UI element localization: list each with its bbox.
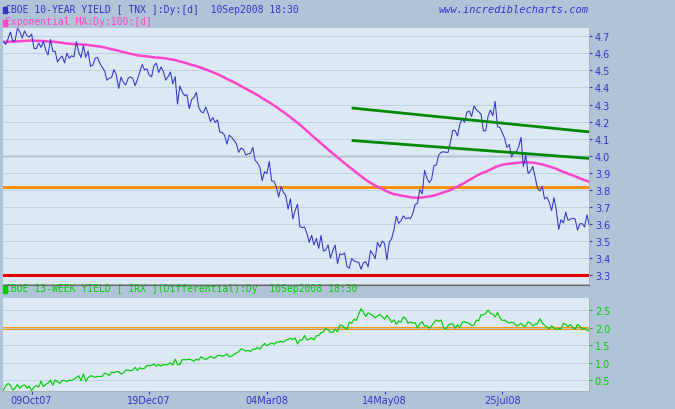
Text: Exponential MA:Dy:100:[d]: Exponential MA:Dy:100:[d] [5,17,152,27]
Bar [3,286,7,293]
Bar [3,20,7,27]
Text: CBOE 13-WEEK YIELD [ IRX ](Differential):Dy  10Sep2008 18:30: CBOE 13-WEEK YIELD [ IRX ](Differential)… [5,283,358,293]
Text: CBOE 10-YEAR YIELD [ TNX ]:Dy:[d]  10Sep2008 18:30: CBOE 10-YEAR YIELD [ TNX ]:Dy:[d] 10Sep2… [5,4,299,15]
Text: www.incrediblecharts.com: www.incrediblecharts.com [438,4,588,15]
Bar [3,8,7,14]
